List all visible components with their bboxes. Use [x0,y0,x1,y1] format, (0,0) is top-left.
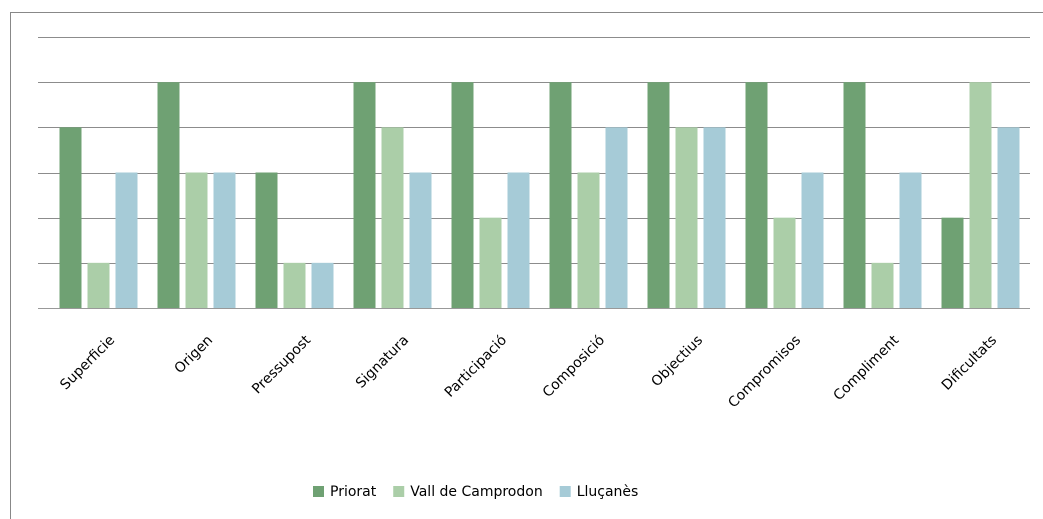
bar [843,82,866,309]
bar [675,127,698,308]
bar [213,172,236,308]
bar [311,262,334,308]
bar [507,172,530,308]
legend-swatch [393,486,405,497]
bar [381,127,404,308]
bar [59,127,82,308]
bar [801,172,824,308]
legend-swatch [313,486,324,497]
bar [549,82,572,309]
legend-label: Vall de Camprodon [410,484,542,500]
bar [745,82,768,309]
bar [605,127,628,308]
bar [353,82,376,309]
bar [997,127,1020,308]
bar [255,172,278,308]
legend-label: Lluçanès [577,484,639,500]
bar [871,262,894,308]
bar [409,172,432,308]
bar [577,172,600,308]
legend-label: Priorat [330,484,377,500]
bar [969,82,992,309]
bar [899,172,922,308]
bar [773,217,796,308]
bar [157,82,180,309]
bar [941,217,964,308]
bar [87,262,110,308]
bar [115,172,138,308]
bar [703,127,726,308]
bar [647,82,670,309]
bar [283,262,306,308]
legend-swatch [559,486,571,497]
bar [451,82,474,309]
bar [479,217,502,308]
bar [185,172,208,308]
